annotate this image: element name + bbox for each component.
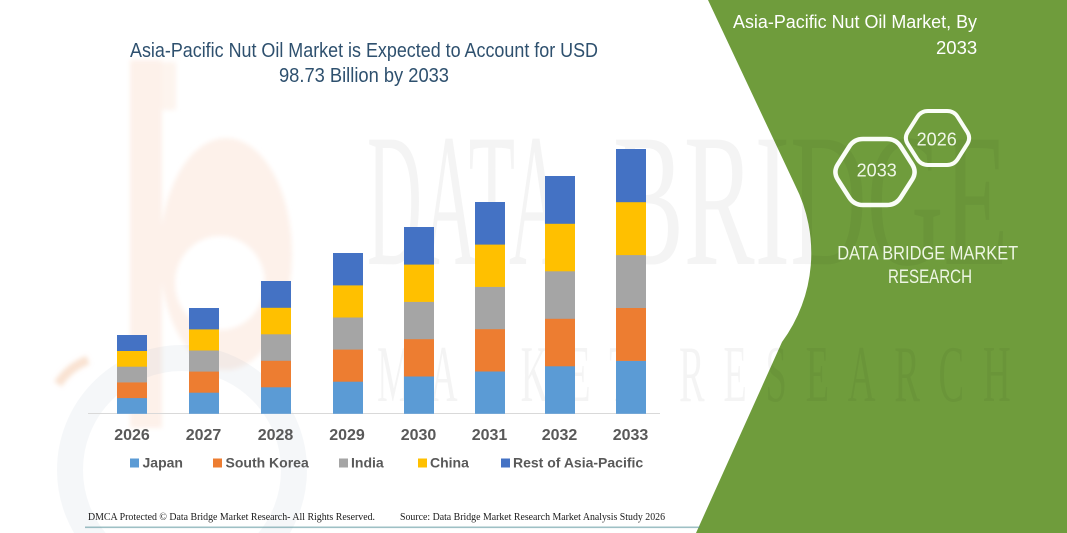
svg-text:DATA BRIDGE MARKET: DATA BRIDGE MARKET [837,244,1018,265]
svg-text:98.73 Billion by 2033: 98.73 Billion by 2033 [279,65,449,87]
svg-text:BRIDGE: BRIDGE [613,96,1008,306]
svg-text:China: China [430,455,469,471]
svg-text:2029: 2029 [329,427,365,444]
svg-text:DATA: DATA [367,96,564,306]
svg-text:2032: 2032 [542,427,578,444]
svg-text:Asia-Pacific Nut Oil Market, B: Asia-Pacific Nut Oil Market, By [733,11,978,32]
svg-text:2031: 2031 [472,427,508,444]
svg-text:RESEARCH: RESEARCH [888,267,972,288]
svg-text:Rest of Asia-Pacific: Rest of Asia-Pacific [513,455,643,471]
svg-text:2027: 2027 [186,427,222,444]
svg-text:2026: 2026 [917,130,957,150]
svg-text:DMCA Protected © Data Bridge M: DMCA Protected © Data Bridge Market Rese… [88,511,375,523]
svg-text:2033: 2033 [936,37,977,58]
svg-text:Source: Data Bridge Market Res: Source: Data Bridge Market Research Mark… [400,511,665,523]
svg-text:India: India [351,455,384,471]
svg-text:2026: 2026 [114,427,150,444]
svg-text:MARKET RESEARCH: MARKET RESEARCH [377,330,1029,419]
svg-text:Japan: Japan [143,455,183,471]
svg-text:2033: 2033 [857,161,897,181]
svg-text:2028: 2028 [258,427,294,444]
svg-text:2030: 2030 [401,427,437,444]
svg-text:2033: 2033 [613,427,649,444]
svg-text:Asia-Pacific Nut Oil Market is: Asia-Pacific Nut Oil Market is Expected … [130,40,598,62]
svg-text:South Korea: South Korea [226,455,309,471]
